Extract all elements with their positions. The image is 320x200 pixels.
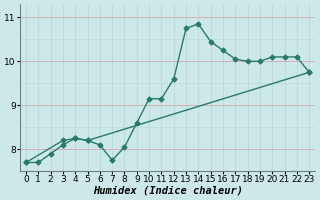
X-axis label: Humidex (Indice chaleur): Humidex (Indice chaleur) [92,186,243,196]
